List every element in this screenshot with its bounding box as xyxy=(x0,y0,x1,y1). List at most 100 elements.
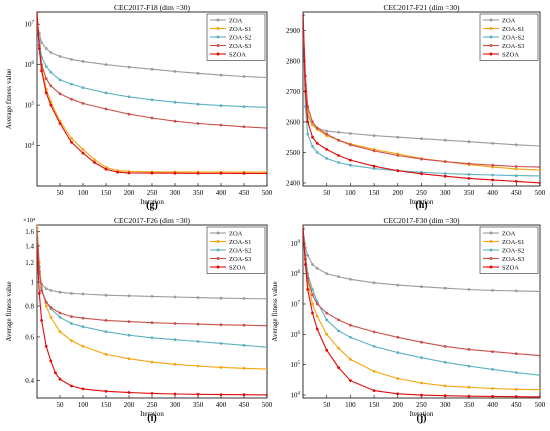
x-tick-label: 200 xyxy=(124,401,135,409)
x-tick-label: 250 xyxy=(416,401,427,409)
series-point-zoa xyxy=(70,58,73,61)
legend-marker xyxy=(489,44,493,47)
series-point-zoa-s1 xyxy=(265,367,267,371)
x-axis-label: Iteration xyxy=(140,410,164,418)
series-point-zoa-s1 xyxy=(196,364,200,368)
series-point-zoa xyxy=(337,275,340,278)
legend-marker xyxy=(216,231,220,235)
series-point-zoa xyxy=(58,55,62,58)
series-point-szoa xyxy=(443,174,447,178)
legend-label: ZOA-S2 xyxy=(502,34,524,41)
series-point-szoa xyxy=(491,178,494,182)
series-point-szoa xyxy=(37,244,39,248)
x-tick-label: 500 xyxy=(262,189,273,197)
series-point-zoa xyxy=(311,263,314,266)
series-point-zoa-s1 xyxy=(311,302,314,306)
series-point-zoa xyxy=(514,289,518,293)
series-point-szoa xyxy=(420,172,423,176)
y-tick-label: 106 xyxy=(291,331,301,339)
series-point-zoa xyxy=(420,285,423,289)
series-point-zoa-s3 xyxy=(514,352,518,356)
legend-label: ZOA-S1 xyxy=(502,239,524,246)
series-point-szoa xyxy=(265,393,267,397)
x-tick-label: 400 xyxy=(216,401,227,409)
series-point-zoa xyxy=(443,286,447,290)
series-line-zoa-s1 xyxy=(37,12,267,173)
series-point-szoa xyxy=(325,148,329,151)
series-point-szoa xyxy=(219,171,223,175)
chart-panel-3: 50 100 150 200 250 300 350 400 450 500 0.4 0.6 0.8 1 1… xyxy=(5,216,273,424)
legend-label: ZOA-S1 xyxy=(502,26,524,33)
legend-label: ZOA xyxy=(229,17,243,24)
series-point-zoa xyxy=(40,41,43,44)
series-point-zoa-s2 xyxy=(337,329,340,333)
series-point-szoa xyxy=(304,90,307,93)
series-point-zoa-s3 xyxy=(173,322,177,325)
y-tick-label: 1.6 xyxy=(25,228,34,236)
series-point-zoa-s2 xyxy=(443,360,447,364)
series-point-zoa-s1 xyxy=(70,339,73,342)
series-point-zoa-s1 xyxy=(325,332,329,336)
series-point-szoa xyxy=(104,167,108,171)
series-point-szoa xyxy=(372,389,376,392)
series-point-zoa-s3 xyxy=(242,323,246,327)
series-point-zoa-s2 xyxy=(337,161,340,164)
series-point-zoa xyxy=(315,266,319,270)
series-point-zoa-s3 xyxy=(37,230,39,233)
series-point-zoa-s1 xyxy=(219,366,223,369)
series-point-zoa xyxy=(372,281,376,285)
y-tick-label: 1 xyxy=(31,279,35,287)
series-point-zoa xyxy=(150,67,154,71)
series-point-szoa xyxy=(196,392,200,396)
series-point-szoa xyxy=(514,395,518,398)
series-point-zoa-s2 xyxy=(514,371,518,374)
series-point-zoa-s2 xyxy=(467,364,471,368)
series-line-zoa-s2 xyxy=(37,24,267,108)
y-tick-label: 105 xyxy=(25,102,35,110)
y-tick-label: 2400 xyxy=(286,179,301,187)
series-point-zoa-s1 xyxy=(396,377,400,380)
legend-marker xyxy=(216,44,220,47)
series-point-zoa-s1 xyxy=(58,330,62,334)
series-point-zoa-s2 xyxy=(58,315,62,319)
series-point-zoa-s2 xyxy=(265,105,267,109)
series-point-zoa xyxy=(325,129,329,133)
series-point-zoa xyxy=(104,63,108,66)
legend-label: ZOA-S1 xyxy=(229,26,251,33)
series-line-zoa-s3 xyxy=(37,24,267,129)
y-multiplier: ×10⁴ xyxy=(23,217,36,224)
legend-marker xyxy=(489,35,493,39)
series-point-szoa xyxy=(349,158,352,162)
series-point-zoa-s3 xyxy=(127,320,131,323)
series-point-zoa-s2 xyxy=(349,335,352,339)
series-point-szoa xyxy=(37,292,41,295)
chart-panel-2: 50 100 150 200 250 300 350 400 450 500 2400 2500 260… xyxy=(286,3,546,211)
series-point-szoa xyxy=(173,171,177,175)
series-point-zoa-s2 xyxy=(265,345,267,349)
series-point-szoa xyxy=(315,141,319,145)
series-point-zoa xyxy=(467,140,471,144)
series-point-szoa xyxy=(49,359,53,363)
chart-title: CEC2017-F30 (dim =30) xyxy=(384,216,460,225)
series-group xyxy=(303,227,540,398)
series-point-zoa xyxy=(349,132,352,135)
series-point-zoa-s3 xyxy=(372,330,376,334)
legend-label: ZOA-S3 xyxy=(502,43,524,50)
series-point-zoa xyxy=(173,70,177,73)
legend-label: ZOA xyxy=(229,230,243,237)
series-point-szoa xyxy=(325,348,329,352)
series-point-zoa-s2 xyxy=(306,132,310,136)
legend-marker xyxy=(216,257,220,260)
x-tick-label: 250 xyxy=(147,401,158,409)
series-point-zoa-s1 xyxy=(49,315,53,319)
x-tick-label: 450 xyxy=(239,189,250,197)
series-point-zoa-s3 xyxy=(420,157,423,161)
series-point-zoa-s2 xyxy=(349,163,352,167)
figure-label: (g) xyxy=(146,200,158,211)
series-point-zoa-s1 xyxy=(70,137,73,140)
series-line-zoa xyxy=(303,15,540,147)
